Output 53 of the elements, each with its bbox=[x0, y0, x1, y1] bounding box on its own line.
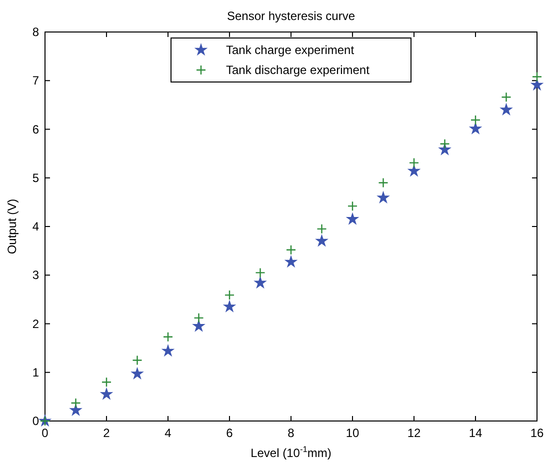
x-tick-label: 16 bbox=[530, 426, 544, 440]
point bbox=[254, 276, 267, 289]
legend-label: Tank charge experiment bbox=[226, 43, 355, 57]
point bbox=[408, 158, 420, 168]
point bbox=[222, 300, 236, 312]
point bbox=[407, 164, 421, 177]
x-tick-label: 12 bbox=[407, 426, 421, 440]
y-tick-label: 5 bbox=[32, 170, 40, 185]
point bbox=[132, 355, 142, 366]
point bbox=[70, 398, 81, 408]
point bbox=[347, 200, 358, 212]
x-tick-label: 10 bbox=[346, 426, 360, 440]
point bbox=[101, 377, 112, 388]
y-tick-label: 2 bbox=[32, 316, 40, 331]
point bbox=[378, 178, 388, 188]
y-tick-label: 8 bbox=[32, 25, 40, 39]
point bbox=[161, 344, 175, 357]
point bbox=[316, 224, 327, 234]
x-tick-label: 14 bbox=[468, 426, 482, 440]
x-tick-label: 0 bbox=[42, 426, 49, 440]
point bbox=[130, 366, 144, 380]
point bbox=[315, 234, 328, 247]
x-tick-label: 8 bbox=[288, 426, 295, 440]
x-axis-title: Level (10$^{-1}$mm) bbox=[250, 444, 332, 460]
point bbox=[224, 290, 235, 300]
x-tick-label: 2 bbox=[103, 426, 110, 440]
y-axis-title: Output (V) bbox=[5, 198, 19, 254]
x-tick-label: 6 bbox=[226, 426, 234, 440]
y-tick-label: 7 bbox=[32, 74, 40, 88]
x-tick-label: 4 bbox=[164, 426, 172, 440]
y-tick-label: 1 bbox=[32, 365, 40, 380]
point bbox=[192, 319, 206, 332]
point bbox=[100, 387, 114, 400]
y-tick-label: 3 bbox=[32, 268, 40, 282]
y-tick-label: 6 bbox=[32, 122, 40, 136]
chart-title: Sensor hysteresis curve bbox=[226, 9, 356, 23]
point bbox=[501, 92, 512, 102]
point bbox=[286, 244, 296, 255]
point bbox=[346, 212, 360, 225]
point bbox=[532, 72, 542, 82]
point bbox=[284, 254, 298, 268]
point bbox=[376, 190, 390, 204]
point bbox=[255, 268, 266, 278]
legend-label: Tank discharge experiment bbox=[226, 63, 370, 77]
point bbox=[500, 102, 513, 116]
y-tick-label: 4 bbox=[32, 220, 40, 234]
point bbox=[530, 78, 544, 91]
point bbox=[194, 312, 204, 324]
y-tick-label: 0 bbox=[32, 414, 40, 428]
point bbox=[440, 138, 450, 149]
point bbox=[470, 114, 481, 126]
point bbox=[468, 122, 482, 134]
point bbox=[162, 332, 174, 342]
